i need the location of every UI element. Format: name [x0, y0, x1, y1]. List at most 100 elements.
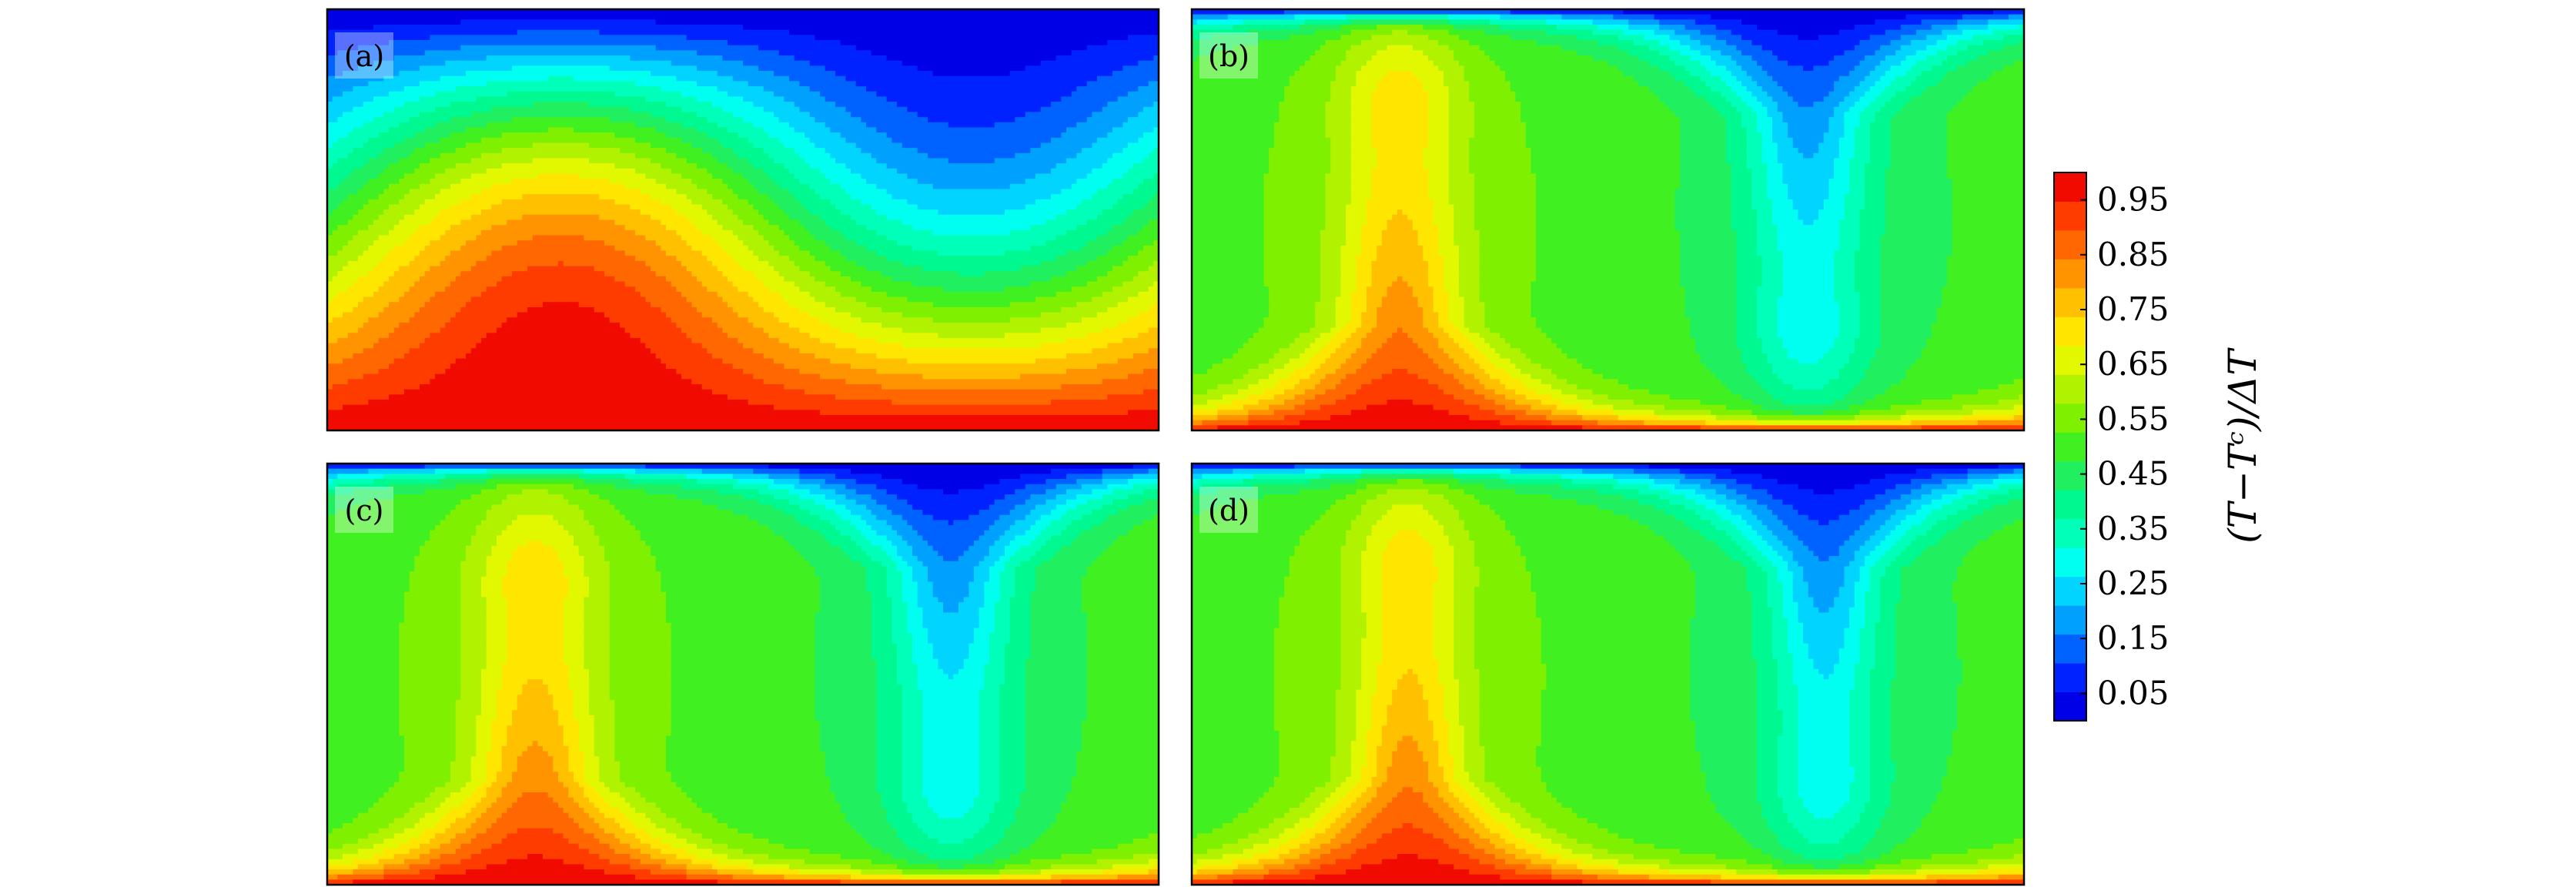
contour-cell — [768, 464, 1134, 470]
contour-cell — [1648, 525, 1691, 531]
contour-cell — [805, 556, 851, 562]
contour-cell — [999, 725, 1026, 732]
contour-cell — [794, 260, 826, 267]
contour-cell — [928, 638, 975, 645]
contour-cell — [1731, 556, 1752, 562]
contour-cell — [1117, 535, 1159, 541]
contour-cell — [722, 358, 774, 364]
contour-cell — [732, 112, 774, 118]
contour-cell — [1061, 514, 1082, 521]
contour-cell — [1952, 499, 1979, 505]
contour-cell — [1269, 312, 1316, 318]
contour-cell — [476, 751, 487, 757]
contour-cell — [799, 106, 846, 113]
contour-cell — [327, 833, 369, 839]
contour-cell — [1248, 414, 1285, 421]
contour-cell — [553, 766, 569, 772]
contour-cell — [409, 581, 461, 588]
contour-cell — [928, 628, 975, 634]
contour-cell — [1602, 373, 1717, 380]
contour-cell — [1736, 541, 1752, 547]
contour-cell — [1957, 19, 1989, 25]
contour-cell — [1823, 353, 1850, 360]
contour-cell — [404, 812, 426, 819]
contour-cell — [1356, 479, 1398, 485]
contour-cell — [332, 96, 374, 102]
contour-cell — [1838, 322, 1861, 329]
contour-cell — [501, 322, 621, 329]
contour-cell — [435, 807, 451, 814]
contour-cell — [1792, 142, 1819, 149]
contour-cell — [1741, 112, 1758, 118]
contour-cell — [1638, 520, 1686, 526]
contour-cell — [1066, 250, 1108, 256]
contour-cell — [917, 179, 1026, 185]
contour-cell — [414, 561, 461, 568]
contour-cell — [1454, 571, 1480, 578]
contour-cell — [332, 296, 364, 303]
contour-cell — [383, 75, 441, 82]
contour-cell — [614, 720, 672, 726]
contour-cell — [1561, 484, 1614, 490]
contour-cell — [799, 494, 826, 501]
contour-cell — [609, 648, 672, 655]
contour-cell — [1705, 96, 1727, 102]
contour-cell — [1464, 65, 1500, 72]
contour-cell — [943, 668, 959, 675]
contour-cell — [1192, 373, 1244, 380]
contour-cell — [1828, 556, 1855, 562]
contour-cell — [1330, 91, 1352, 97]
contour-cell — [1330, 337, 1347, 344]
contour-cell — [1330, 163, 1352, 169]
contour-cell — [1055, 504, 1077, 511]
contour-cell — [774, 71, 836, 77]
contour-cell — [830, 199, 861, 206]
contour-cell — [851, 194, 892, 200]
contour-cell — [1320, 474, 1362, 480]
contour-cell — [1112, 286, 1149, 293]
contour-cell — [743, 849, 811, 855]
contour-cell — [1423, 86, 1450, 92]
contour-cell — [1233, 379, 1260, 385]
contour-cell — [491, 730, 507, 737]
contour-cell — [563, 648, 584, 655]
contour-cell — [1192, 60, 1306, 66]
contour-cell — [1674, 75, 1701, 82]
contour-cell — [851, 276, 892, 283]
contour-cell — [1153, 55, 1159, 62]
contour-cell — [907, 541, 928, 547]
contour-cell — [1865, 179, 1886, 185]
contour-cell — [1669, 541, 1717, 547]
contour-cell — [1772, 214, 1798, 221]
contour-cell — [393, 245, 426, 252]
contour-cell — [589, 591, 611, 598]
contour-cell — [1433, 302, 1450, 308]
contour-cell — [728, 333, 769, 339]
contour-cell — [1911, 525, 1932, 531]
contour-cell — [424, 50, 698, 56]
contour-cell — [1340, 60, 1367, 66]
contour-cell — [1952, 194, 2024, 200]
contour-cell — [327, 576, 410, 583]
contour-cell — [470, 296, 646, 303]
contour-cell — [1377, 25, 1423, 31]
contour-cell — [517, 514, 554, 521]
contour-cell — [1340, 286, 1357, 293]
contour-cell — [1346, 204, 1367, 210]
contour-cell — [327, 715, 400, 722]
contour-cell — [1356, 348, 1377, 354]
contour-cell — [1854, 591, 1865, 598]
contour-cell — [547, 751, 569, 757]
contour-cell — [1350, 199, 1367, 206]
contour-cell — [1952, 229, 2024, 236]
contour-cell — [1669, 489, 1696, 495]
contour-cell — [969, 807, 995, 814]
contour-cell — [1854, 348, 1876, 354]
contour-cell — [517, 695, 554, 701]
contour-cell — [1427, 117, 1450, 123]
contour-cell — [778, 337, 821, 344]
contour-cell — [1798, 214, 1819, 221]
contour-cell — [845, 812, 888, 819]
contour-cell — [327, 353, 353, 360]
contour-cell — [1669, 35, 1691, 41]
